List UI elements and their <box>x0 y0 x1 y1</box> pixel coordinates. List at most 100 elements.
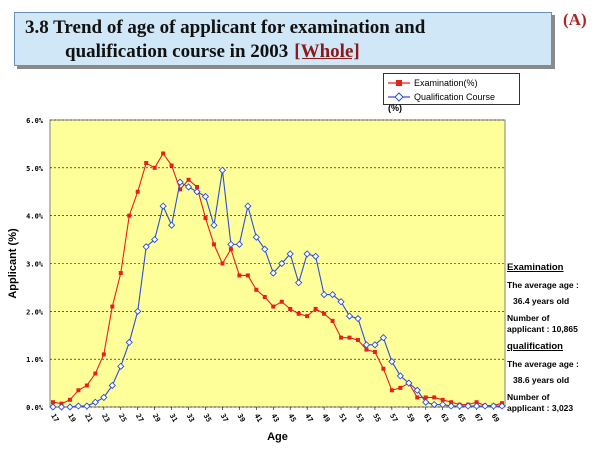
chart-title-tag: [Whole] <box>294 41 360 62</box>
legend-sample-qual <box>388 92 410 102</box>
qual-point <box>227 240 235 249</box>
qual-point <box>311 252 320 260</box>
y-tick-label: 5.0% <box>26 165 44 173</box>
chart-title-line2: qualification course in 2003 [Whole] <box>65 41 360 63</box>
qual-point <box>57 403 66 411</box>
exam-point <box>67 397 72 402</box>
exam-number-label: Number of <box>507 313 550 323</box>
qual-point <box>422 398 430 406</box>
exam-point <box>305 314 310 319</box>
exam-point <box>195 184 200 189</box>
x-tick-label: 33 <box>185 412 196 423</box>
qual-point <box>210 221 218 229</box>
exam-point <box>288 306 293 311</box>
exam-point <box>296 311 301 316</box>
qual-point <box>193 188 201 196</box>
x-tick-label: 19 <box>66 412 77 423</box>
x-tick-label: 25 <box>117 412 128 423</box>
qual-point <box>337 298 345 306</box>
qual-average-value: 38.6 years old <box>513 375 570 385</box>
qual-point <box>83 402 91 410</box>
qual-point <box>328 290 337 299</box>
qual-point <box>74 402 83 410</box>
exam-point <box>381 366 386 371</box>
x-tick-label: 65 <box>456 412 467 423</box>
legend-label-exam: Examination(%) <box>414 78 478 88</box>
qual-point <box>371 341 379 349</box>
exam-point <box>339 335 344 340</box>
exam-point <box>211 242 216 247</box>
legend-label-qual: Qualification Course <box>414 92 496 102</box>
y-tick-label: 6.0% <box>26 117 44 125</box>
x-tick-label: 31 <box>168 412 179 423</box>
exam-point <box>135 189 140 194</box>
qual-point <box>295 278 303 287</box>
qual-average-label: The average age : <box>507 359 579 369</box>
qual-point <box>159 202 167 210</box>
qual-point <box>244 202 252 210</box>
exam-number-value: applicant : 10,865 <box>507 324 578 334</box>
x-tick-label: 59 <box>405 412 416 423</box>
qual-point <box>66 403 74 411</box>
qual-point <box>176 178 184 186</box>
x-axis-title: Age <box>267 431 288 443</box>
qual-point <box>396 372 404 380</box>
qual-heading: qualification <box>507 341 563 352</box>
x-tick-label: 41 <box>252 412 263 423</box>
exam-point <box>118 271 123 276</box>
qual-point <box>184 183 193 191</box>
exam-point <box>93 371 98 376</box>
exam-point <box>186 177 191 182</box>
exam-point <box>84 383 89 388</box>
qual-point <box>379 334 388 342</box>
qual-point <box>142 243 150 251</box>
qual-point <box>447 402 455 410</box>
legend-sample-exam <box>388 78 410 88</box>
qual-point <box>108 381 116 390</box>
x-tick-label: 29 <box>151 412 162 423</box>
exam-point <box>432 395 437 400</box>
x-tick-label: 27 <box>134 412 145 423</box>
y-tick-label: 4.0% <box>26 213 44 221</box>
qual-point <box>125 338 133 347</box>
exam-point <box>144 161 149 166</box>
qual-point <box>320 290 328 299</box>
qual-point <box>134 307 142 315</box>
qual-point <box>362 341 371 349</box>
exam-point <box>372 349 377 354</box>
exam-point <box>322 311 327 316</box>
qual-point <box>218 166 227 174</box>
qual-point <box>430 400 438 409</box>
qual-point <box>278 259 286 268</box>
exam-point <box>440 397 445 402</box>
x-tick-label: 23 <box>100 412 111 423</box>
qual-point <box>167 221 176 229</box>
qual-point <box>117 362 125 370</box>
qual-point <box>151 235 159 244</box>
y-tick-label: 0.0% <box>26 404 44 412</box>
qual-point <box>405 379 413 387</box>
title-box: 3.8 Trend of age of applicant for examin… <box>14 12 552 66</box>
qual-point <box>303 250 311 258</box>
exam-point <box>101 352 106 357</box>
qual-point <box>345 312 354 320</box>
qual-point <box>498 402 506 410</box>
exam-point <box>161 151 166 156</box>
exam-point <box>237 273 242 278</box>
exam-point <box>474 400 479 405</box>
x-tick-label: 57 <box>388 412 399 423</box>
exam-point <box>51 400 55 405</box>
qual-point <box>489 402 498 410</box>
chart-title-line1: 3.8 Trend of age of applicant for examin… <box>25 17 426 38</box>
legend-item-qual: Qualification Course <box>388 91 495 103</box>
exam-point <box>449 400 454 405</box>
chart-title-line2-text: qualification course in 2003 <box>65 41 289 62</box>
exam-point <box>110 304 115 309</box>
qual-number-value: applicant : 3,023 <box>507 403 574 413</box>
y-tick-label: 2.0% <box>26 308 44 316</box>
x-tick-label: 53 <box>354 412 365 423</box>
y-tick-label: 3.0% <box>26 261 44 269</box>
y-axis-title: Applicant (%) <box>7 228 19 299</box>
exam-point <box>127 213 132 218</box>
exam-point <box>398 385 403 390</box>
